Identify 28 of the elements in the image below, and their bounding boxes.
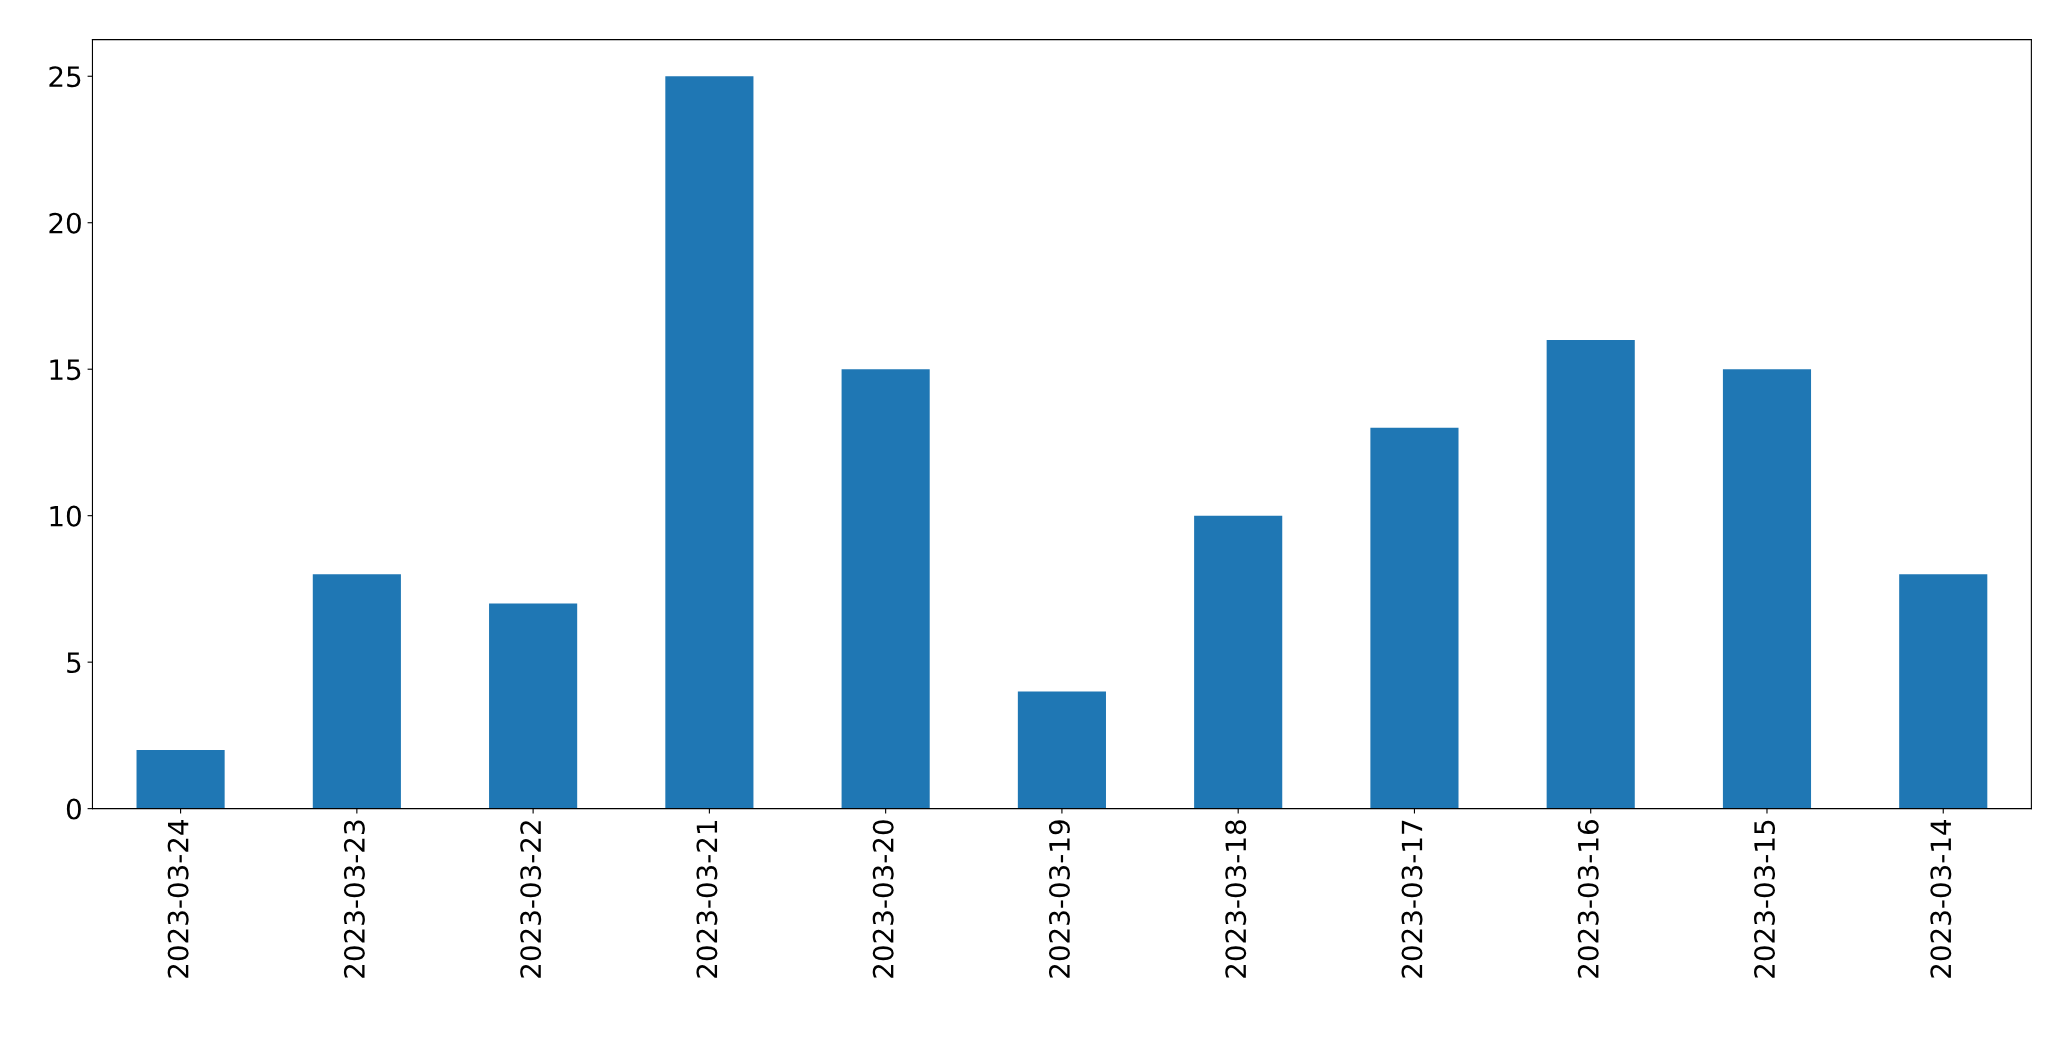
bar — [665, 76, 754, 809]
y-tick-label: 20 — [49, 212, 81, 234]
y-tick-label: 5 — [67, 652, 81, 674]
bar — [841, 369, 930, 809]
x-tick-label: 2023-03-21 — [696, 820, 718, 978]
bar — [1370, 427, 1459, 809]
bar — [1899, 574, 1988, 809]
x-tick-label: 2023-03-15 — [1754, 820, 1776, 978]
x-tick-label: 2023-03-24 — [167, 819, 189, 978]
x-tick-label: 2023-03-18 — [1225, 820, 1247, 978]
x-tick-label: 2023-03-19 — [1048, 820, 1070, 978]
y-tick-label: 25 — [49, 66, 81, 88]
x-tick-label: 2023-03-16 — [1577, 820, 1599, 978]
y-tick-label: 0 — [66, 798, 81, 820]
x-tick-label: 2023-03-20 — [872, 820, 894, 978]
y-tick-label: 15 — [50, 359, 81, 381]
bar — [1722, 369, 1812, 809]
bar — [489, 603, 578, 809]
x-tick-label: 2023-03-17 — [1401, 820, 1423, 978]
bar — [1194, 515, 1283, 809]
x-tick-label: 2023-03-22 — [520, 821, 542, 978]
y-tick-label: 10 — [50, 505, 81, 527]
bar — [136, 750, 225, 809]
bar — [1546, 339, 1635, 809]
x-tick-label: 2023-03-14 — [1930, 819, 1952, 978]
x-tick-label: 2023-03-23 — [343, 820, 365, 978]
bar — [312, 574, 401, 809]
bar — [1017, 691, 1106, 809]
